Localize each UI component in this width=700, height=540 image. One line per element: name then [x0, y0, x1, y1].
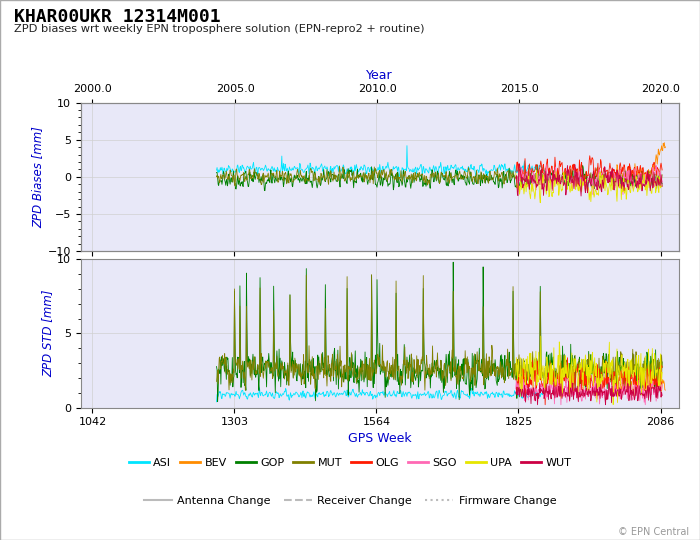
Legend: Antenna Change, Receiver Change, Firmware Change: Antenna Change, Receiver Change, Firmwar… — [139, 491, 561, 510]
Y-axis label: ZPD STD [mm]: ZPD STD [mm] — [41, 289, 54, 377]
X-axis label: Year: Year — [366, 70, 393, 83]
X-axis label: GPS Week: GPS Week — [348, 431, 412, 444]
Text: © EPN Central: © EPN Central — [618, 527, 690, 537]
Text: KHAR00UKR 12314M001: KHAR00UKR 12314M001 — [14, 8, 220, 26]
Legend: ASI, BEV, GOP, MUT, OLG, SGO, UPA, WUT: ASI, BEV, GOP, MUT, OLG, SGO, UPA, WUT — [125, 454, 575, 472]
Text: ZPD biases wrt weekly EPN troposphere solution (EPN-repro2 + routine): ZPD biases wrt weekly EPN troposphere so… — [14, 24, 424, 35]
Y-axis label: ZPD Biases [mm]: ZPD Biases [mm] — [32, 126, 45, 228]
